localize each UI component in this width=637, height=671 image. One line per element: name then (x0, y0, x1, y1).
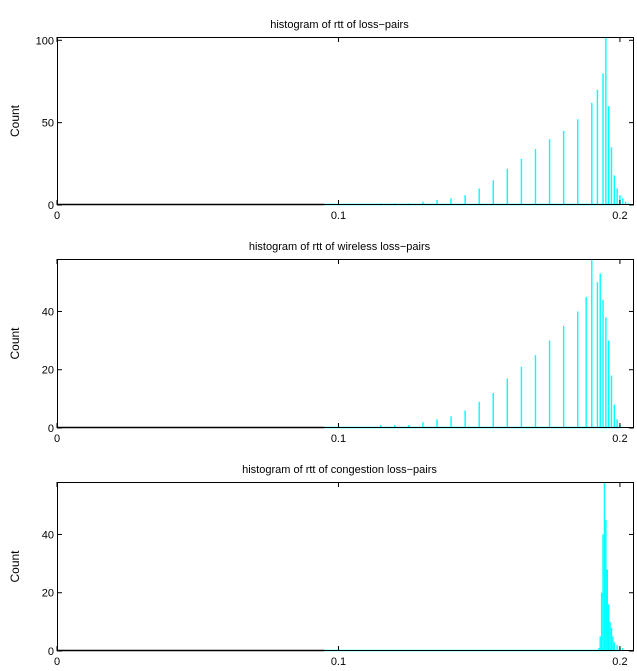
xtick-label-0-0: 0 (54, 210, 60, 222)
ytick-label-2-0: 0 (48, 646, 54, 658)
bar-0-16 (548, 139, 551, 205)
bar-1-5 (394, 425, 396, 428)
ytick-label-1-1: 20 (42, 365, 54, 377)
xtick-label-0-2: 0.2 (612, 210, 627, 222)
bar-1-7 (422, 422, 424, 428)
bar-0-7 (422, 201, 424, 205)
xtick-label-2-2: 0.2 (612, 656, 627, 668)
bar-2-12 (609, 621, 611, 651)
bar-1-24 (605, 317, 607, 428)
bar-1-21 (596, 282, 599, 428)
bar-0-20 (596, 89, 599, 205)
bar-1-10 (464, 410, 466, 428)
xtick-label-2-1: 0.1 (331, 656, 346, 668)
bar-2-14 (612, 636, 614, 651)
bar-1-8 (436, 419, 438, 428)
bar-2-16 (616, 645, 618, 651)
ytick-label-0-1: 50 (42, 118, 54, 130)
xtick-label-1-2: 0.2 (612, 433, 627, 445)
y-axis-label-2: Count (8, 550, 22, 583)
bar-1-6 (408, 425, 410, 428)
xtick-label-1-0: 0 (54, 433, 60, 445)
bar-1-12 (492, 393, 494, 428)
xtick-label-1-1: 0.1 (331, 433, 346, 445)
bar-0-24 (610, 147, 613, 205)
bar-0-12 (492, 180, 494, 205)
bar-2-13 (610, 627, 613, 651)
bar-1-22 (599, 273, 601, 428)
plot-frame-0 (57, 37, 634, 205)
xtick-label-2-0: 0 (54, 656, 60, 668)
bar-2-7 (602, 534, 604, 651)
bar-0-22 (605, 37, 607, 205)
bar-1-9 (450, 416, 452, 428)
bar-0-18 (577, 119, 579, 205)
ytick-label-2-1: 20 (42, 588, 54, 600)
bar-0-19 (591, 102, 593, 205)
bar-0-9 (450, 198, 452, 205)
y-axis-label-0: Count (8, 104, 22, 137)
bar-0-15 (534, 149, 537, 205)
ytick-label-0-0: 0 (48, 200, 54, 212)
bar-2-15 (613, 642, 616, 651)
bar-1-4 (379, 425, 382, 428)
bar-1-15 (534, 355, 537, 428)
ytick-label-2-2: 40 (42, 529, 54, 541)
bar-1-16 (548, 340, 551, 428)
bar-1-14 (520, 366, 523, 428)
bar-2-18 (622, 648, 624, 651)
xtick-label-0-1: 0.1 (331, 210, 346, 222)
plot-frame-1 (57, 259, 634, 428)
bar-0-23 (607, 106, 610, 205)
bar-0-21 (602, 73, 604, 205)
bar-1-18 (577, 311, 579, 428)
bar-1-19 (585, 296, 587, 428)
chart-title-1: histogram of rtt of wireless loss−pairs (249, 241, 431, 253)
bar-0-17 (562, 130, 565, 205)
ytick-label-1-2: 40 (42, 306, 54, 318)
bar-1-25 (607, 340, 610, 428)
plot-frame-2 (57, 482, 634, 651)
y-axis-label-1: Count (8, 327, 22, 360)
bar-1-17 (562, 326, 565, 428)
bar-0-29 (624, 201, 627, 205)
bar-2-6 (600, 592, 603, 651)
bar-0-14 (520, 158, 523, 205)
bar-2-4 (598, 648, 600, 651)
bar-0-11 (478, 188, 480, 205)
bar-0-13 (506, 168, 509, 205)
bar-2-9 (605, 519, 607, 651)
bar-0-28 (622, 198, 624, 205)
chart-title-0: histogram of rtt of loss−pairs (270, 19, 409, 31)
ytick-label-0-2: 100 (36, 35, 54, 47)
bar-1-13 (506, 378, 509, 428)
chart-title-2: histogram of rtt of congestion loss−pair… (242, 464, 437, 476)
bar-2-8 (603, 482, 606, 651)
bar-0-10 (464, 195, 466, 205)
ytick-label-1-0: 0 (48, 423, 54, 435)
bar-2-10 (606, 569, 608, 651)
bar-0-8 (436, 200, 438, 205)
bar-2-11 (607, 604, 610, 651)
bar-0-25 (613, 175, 616, 205)
bar-1-20 (591, 259, 593, 428)
bar-0-26 (616, 188, 618, 205)
bar-1-27 (613, 404, 616, 428)
bar-1-28 (616, 419, 618, 428)
bar-2-5 (599, 636, 601, 651)
bar-1-23 (602, 299, 604, 428)
bar-1-26 (610, 375, 613, 428)
bar-1-11 (478, 401, 480, 428)
